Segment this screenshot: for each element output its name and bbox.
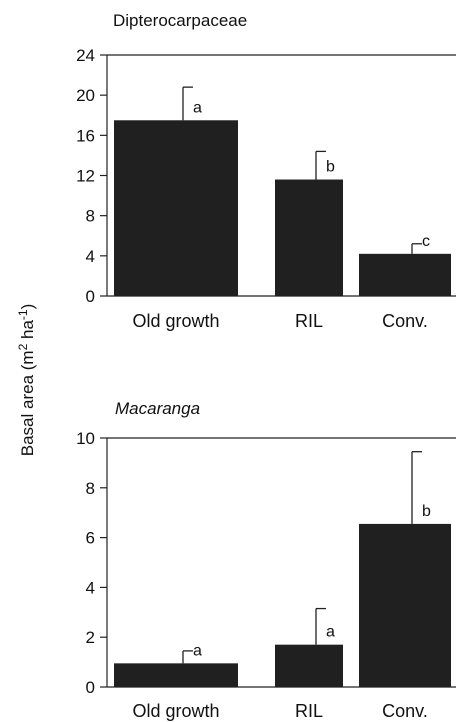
y-tick-label: 4	[86, 247, 95, 266]
x-category-label: Old growth	[132, 701, 219, 721]
x-category-label: Old growth	[132, 311, 219, 331]
significance-letter: a	[326, 624, 335, 641]
y-tick-label: 4	[86, 578, 95, 597]
y-tick-label: 24	[76, 46, 95, 65]
bar-old-growth	[114, 120, 238, 296]
x-category-label: RIL	[295, 311, 323, 331]
significance-letter: b	[326, 159, 335, 176]
x-category-label: RIL	[295, 701, 323, 721]
bar-conv	[359, 523, 451, 687]
y-tick-label: 0	[86, 678, 95, 697]
y-tick-label: 2	[86, 628, 95, 647]
y-tick-label: 20	[76, 86, 95, 105]
x-category-label: Conv.	[382, 701, 428, 721]
y-tick-label: 12	[76, 167, 95, 186]
significance-letter: b	[422, 503, 431, 520]
bar-ril	[275, 644, 343, 687]
chart-panel-dipterocarpaceae: Dipterocarpaceae 0 4 8 12 16 20 24 a Old growth b…	[76, 11, 456, 331]
significance-letter: a	[193, 642, 202, 659]
y-tick-label: 8	[86, 207, 95, 226]
y-tick-label: 6	[86, 529, 95, 548]
y-tick-label: 10	[76, 429, 95, 448]
chart-panel-macaranga: Macaranga 0 2 4 6 8 10 a Old growth a RIL b Conv.	[76, 399, 456, 721]
significance-letter: a	[193, 99, 202, 116]
significance-letter: c	[422, 233, 430, 250]
y-axis-label: Basal area (m2 ha-1)	[16, 304, 37, 457]
bar-ril	[275, 179, 343, 296]
chart-title: Dipterocarpaceae	[113, 11, 247, 30]
y-tick-label: 0	[86, 287, 95, 306]
chart-title: Macaranga	[115, 399, 200, 418]
x-category-label: Conv.	[382, 311, 428, 331]
y-tick-label: 16	[76, 126, 95, 145]
y-tick-label: 8	[86, 479, 95, 498]
bar-old-growth	[114, 663, 238, 687]
bar-conv	[359, 253, 451, 296]
